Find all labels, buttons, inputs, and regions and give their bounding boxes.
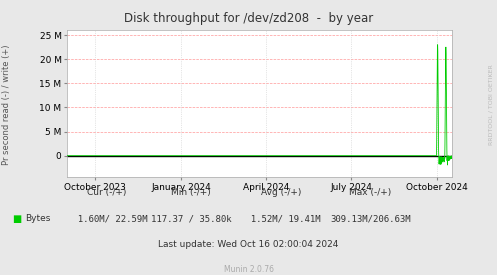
Text: Disk throughput for /dev/zd208  -  by year: Disk throughput for /dev/zd208 - by year [124, 12, 373, 25]
Text: 309.13M/206.63M: 309.13M/206.63M [330, 214, 411, 223]
Text: Avg (-/+): Avg (-/+) [260, 188, 301, 197]
Text: Min (-/+): Min (-/+) [171, 188, 211, 197]
Text: RRDTOOL / TOBI OETIKER: RRDTOOL / TOBI OETIKER [489, 64, 494, 145]
Text: 117.37 / 35.80k: 117.37 / 35.80k [151, 214, 232, 223]
Text: 1.60M/ 22.59M: 1.60M/ 22.59M [67, 214, 147, 223]
Text: Munin 2.0.76: Munin 2.0.76 [224, 265, 273, 274]
Text: Bytes: Bytes [25, 214, 50, 223]
Text: 1.52M/ 19.41M: 1.52M/ 19.41M [241, 214, 321, 223]
Text: Max (-/+): Max (-/+) [349, 188, 392, 197]
Text: ■: ■ [12, 214, 22, 224]
Text: Pr second read (-) / write (+): Pr second read (-) / write (+) [2, 44, 11, 165]
Text: Cur (-/+): Cur (-/+) [87, 188, 127, 197]
Text: Last update: Wed Oct 16 02:00:04 2024: Last update: Wed Oct 16 02:00:04 2024 [159, 240, 338, 249]
